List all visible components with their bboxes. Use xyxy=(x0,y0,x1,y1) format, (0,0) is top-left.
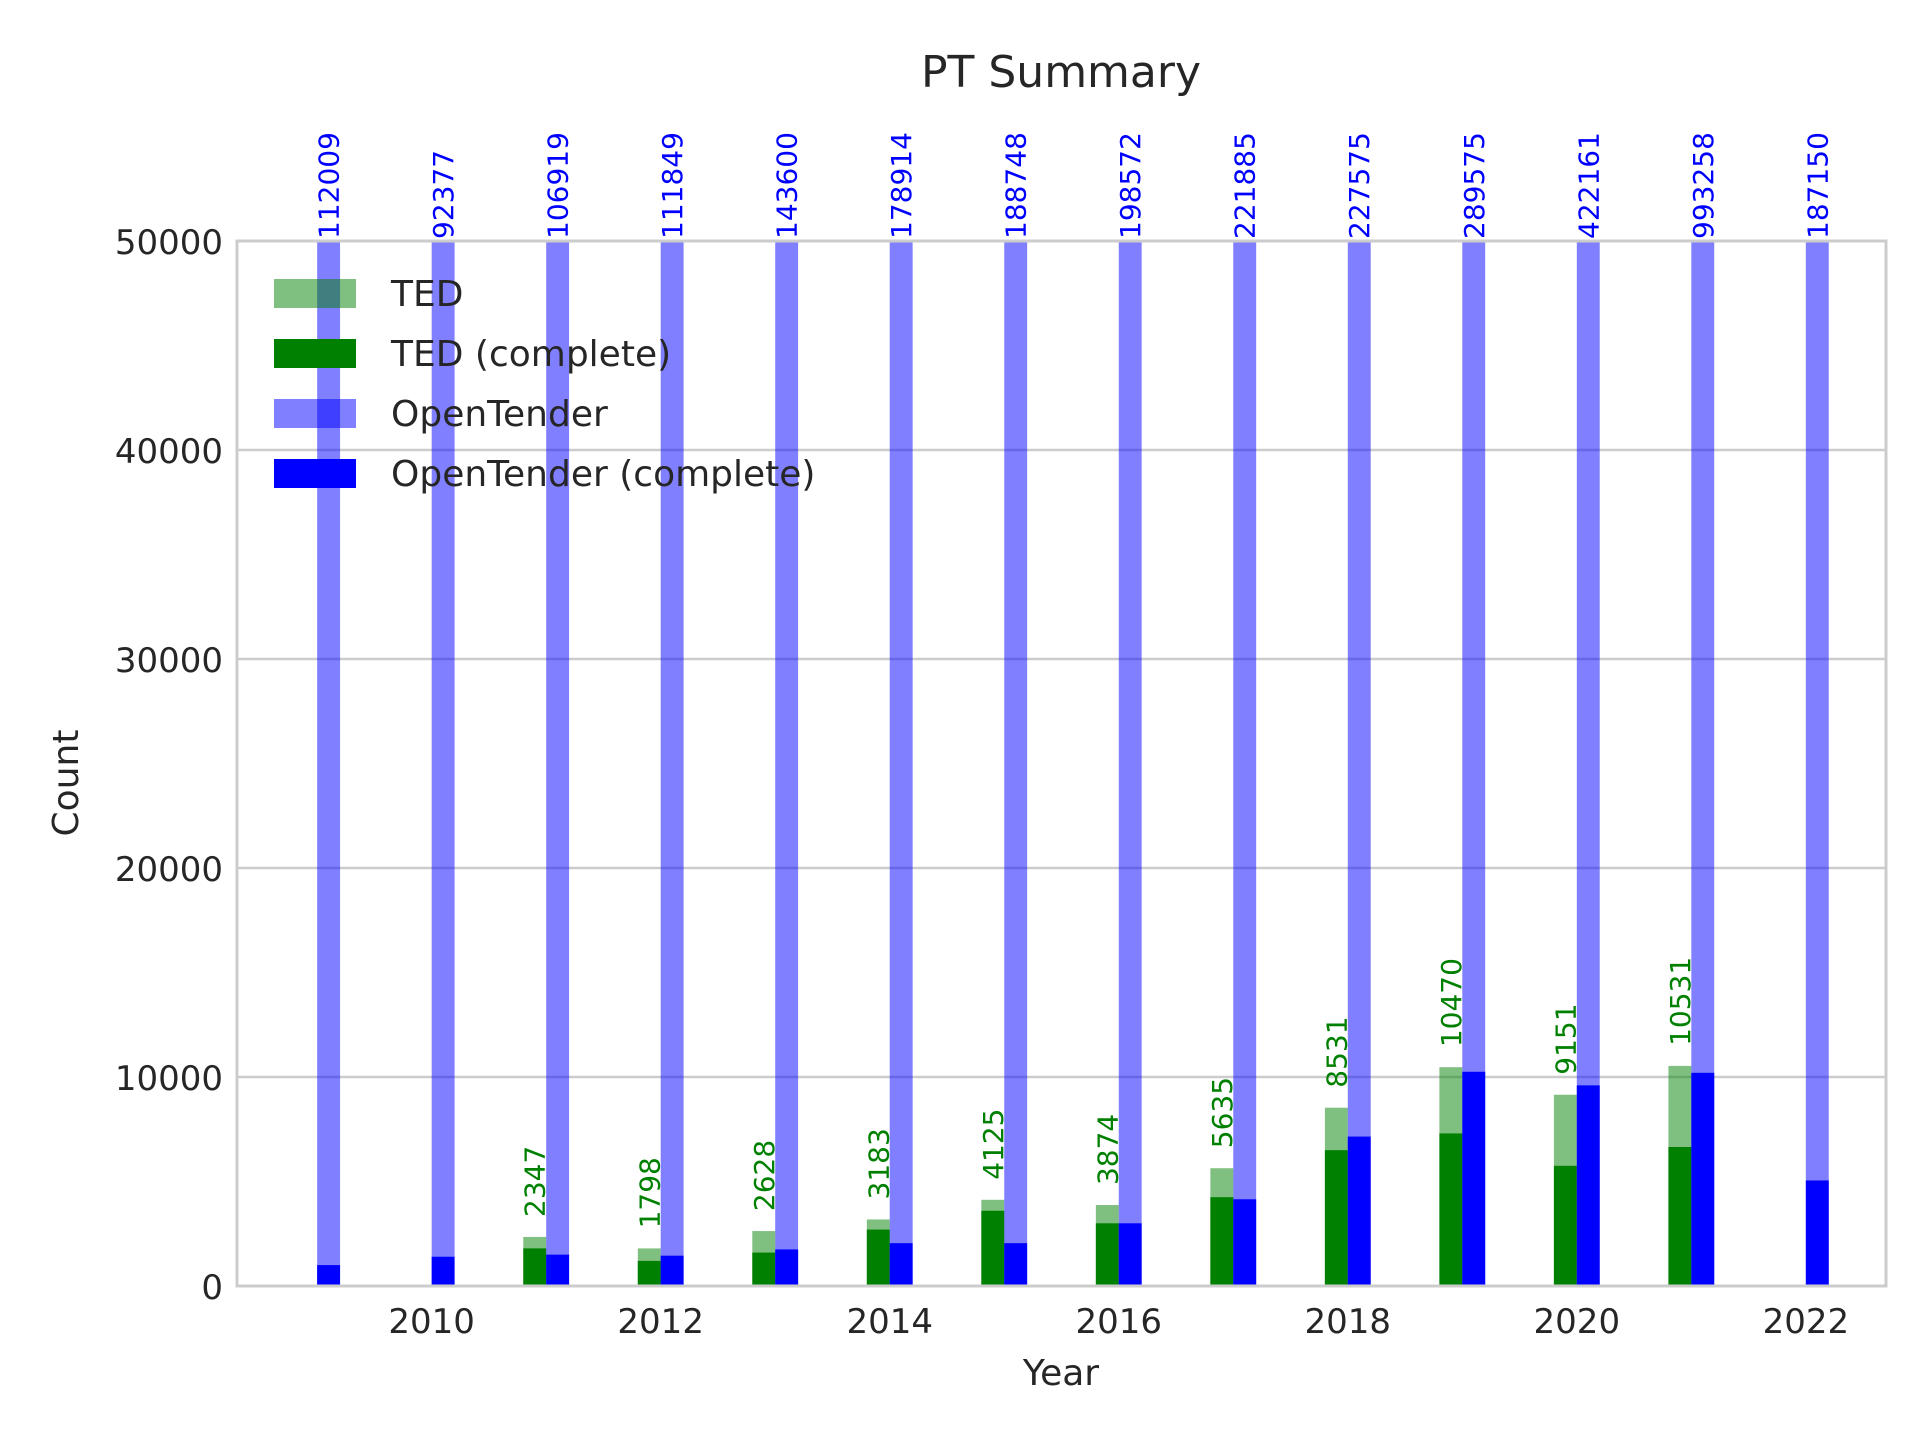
data-label-opentender: 289575 xyxy=(1458,132,1491,239)
legend-label: TED (complete) xyxy=(390,334,671,375)
legend-label: OpenTender xyxy=(391,394,608,435)
data-label-ted: 3183 xyxy=(862,1128,895,1199)
data-label-ted: 1798 xyxy=(633,1157,666,1228)
chart-title: PT Summary xyxy=(921,47,1201,98)
bar-opentender-complete xyxy=(546,1254,570,1286)
bar-ted-complete xyxy=(1439,1133,1463,1286)
y-tick-label: 0 xyxy=(201,1268,223,1308)
bar-ted-complete xyxy=(1668,1147,1692,1286)
y-tick-label: 50000 xyxy=(115,223,223,263)
data-label-opentender: 178914 xyxy=(885,132,918,239)
bar-opentender xyxy=(1805,241,1829,1286)
data-label-opentender: 143600 xyxy=(771,132,804,239)
bar-opentender xyxy=(1118,241,1142,1286)
y-tick-label: 20000 xyxy=(115,850,223,890)
x-tick-label: 2014 xyxy=(846,1302,933,1342)
data-label-ted: 5635 xyxy=(1206,1077,1239,1148)
bar-ted-complete xyxy=(523,1248,547,1286)
data-label-ted: 3874 xyxy=(1091,1114,1124,1185)
bar-opentender-complete xyxy=(1805,1180,1829,1286)
data-label-opentender: 422161 xyxy=(1572,132,1605,239)
legend-label: TED xyxy=(390,274,463,315)
bar-opentender-complete xyxy=(889,1243,913,1286)
data-label-opentender: 111849 xyxy=(656,132,689,239)
bar-ted-complete xyxy=(1324,1150,1348,1286)
bar-opentender xyxy=(889,241,913,1286)
bar-opentender xyxy=(546,241,570,1286)
data-label-opentender: 993258 xyxy=(1687,132,1720,239)
bars-layer xyxy=(317,241,1829,1286)
legend-swatch xyxy=(274,399,356,428)
bar-opentender xyxy=(1462,241,1486,1286)
data-label-opentender: 198572 xyxy=(1114,132,1147,239)
bar-opentender-complete xyxy=(1576,1085,1600,1286)
bar-opentender-complete xyxy=(431,1256,455,1286)
bar-opentender xyxy=(431,241,455,1286)
bar-opentender xyxy=(1004,241,1028,1286)
data-label-ted: 2347 xyxy=(519,1146,552,1217)
bar-ted-complete xyxy=(866,1229,890,1286)
bar-opentender-complete xyxy=(1691,1072,1715,1286)
y-axis-label: Count xyxy=(46,730,87,837)
data-label-opentender: 221885 xyxy=(1229,132,1262,239)
data-label-opentender: 112009 xyxy=(313,132,346,239)
legend-swatch xyxy=(274,459,356,488)
data-label-ted: 2628 xyxy=(748,1140,781,1211)
bar-opentender xyxy=(1233,241,1257,1286)
bar-opentender xyxy=(775,241,799,1286)
bar-opentender xyxy=(660,241,684,1286)
bar-opentender-complete xyxy=(775,1249,799,1286)
data-label-opentender: 227575 xyxy=(1343,132,1376,239)
bar-ted-complete xyxy=(1095,1223,1119,1286)
bar-ted-complete xyxy=(981,1210,1005,1286)
x-tick-label: 2016 xyxy=(1075,1302,1162,1342)
bar-opentender-complete xyxy=(1004,1243,1028,1286)
bar-opentender-complete xyxy=(1462,1071,1486,1286)
bar-opentender-complete xyxy=(1233,1199,1257,1286)
y-tick-label: 30000 xyxy=(115,641,223,681)
data-label-opentender: 187150 xyxy=(1801,132,1834,239)
x-axis-label: Year xyxy=(1022,1353,1099,1394)
legend-label: OpenTender (complete) xyxy=(391,454,815,495)
bar-ted-complete xyxy=(1210,1197,1234,1286)
x-tick-label: 2020 xyxy=(1534,1302,1621,1342)
data-label-opentender: 106919 xyxy=(542,132,575,239)
bar-opentender-complete xyxy=(660,1255,684,1286)
y-tick-label: 10000 xyxy=(115,1059,223,1099)
legend-swatch xyxy=(274,279,356,308)
x-tick-label: 2010 xyxy=(388,1302,475,1342)
legend-swatch xyxy=(274,339,356,368)
bar-opentender xyxy=(1576,241,1600,1286)
x-tick-label: 2022 xyxy=(1763,1302,1850,1342)
data-label-ted: 9151 xyxy=(1549,1003,1582,1074)
legend: TED TED (complete) OpenTender OpenTender (c… xyxy=(274,274,815,495)
bar-opentender-complete xyxy=(1347,1136,1371,1286)
bar-opentender-complete xyxy=(1118,1223,1142,1286)
bar-opentender-complete xyxy=(317,1265,341,1286)
data-label-opentender: 92377 xyxy=(427,150,460,239)
data-label-ted: 10531 xyxy=(1664,957,1697,1046)
data-label-ted: 8531 xyxy=(1320,1016,1353,1087)
bar-ted-complete xyxy=(1553,1165,1577,1286)
data-label-opentender: 188748 xyxy=(1000,132,1033,239)
bar-ted-complete xyxy=(637,1260,661,1286)
data-label-ted: 4125 xyxy=(977,1109,1010,1180)
plot-frame xyxy=(235,239,1888,1288)
x-tick-label: 2012 xyxy=(617,1302,704,1342)
bar-ted-complete xyxy=(752,1252,776,1286)
y-tick-label: 40000 xyxy=(115,432,223,472)
bar-opentender xyxy=(317,241,341,1286)
x-tick-label: 2018 xyxy=(1305,1302,1392,1342)
data-label-ted: 10470 xyxy=(1435,958,1468,1047)
bar-opentender xyxy=(1691,241,1715,1286)
data-labels-layer: 2347 1798 2628 3183 4125 3874 5635 8531 10470 915… xyxy=(313,132,1835,1228)
axes-layer: 0 10000 20000 30000 40000 50000 2010 2012 2014 20… xyxy=(115,223,1888,1342)
bar-opentender xyxy=(1347,241,1371,1286)
